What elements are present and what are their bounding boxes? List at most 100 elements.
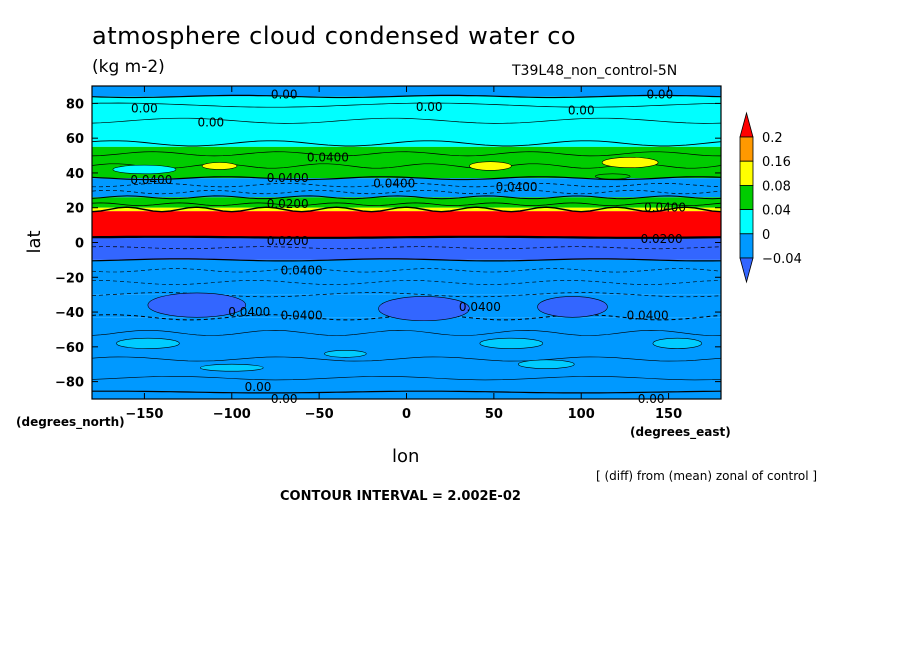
y-tick-label-2: 40 [66,167,84,182]
x-tick-label-2: −50 [305,407,334,422]
contour-label-11: 0.0400 [644,201,686,215]
contour-line-14 [91,258,722,262]
y-tick-label-6: −40 [55,306,84,321]
y-tick-label-4: 0 [75,237,84,252]
cloud-blob-13 [518,359,575,369]
colorbar-label-5: −0.04 [762,252,802,267]
contour-label-21: 0.00 [271,392,298,406]
cloud-blob-8 [116,337,180,349]
contour-line-0 [91,94,722,99]
colorbar-bottom-arrow [739,257,754,284]
cloud-blob-1 [469,161,512,171]
contour-label-18: 0.0400 [459,300,501,314]
contour-label-10: 0.0400 [267,171,309,185]
y-axis-label: lat [24,230,45,253]
colorbar-segment-3 [739,184,754,210]
contour-interval: CONTOUR INTERVAL = 2.002E-02 [280,489,521,504]
x-tick-label-1: −100 [213,407,251,422]
contour-line-3 [91,140,722,147]
colorbar-segment-1 [739,136,754,162]
contour-line-1 [91,102,722,108]
x-tick-label-0: −150 [125,407,163,422]
contour-label-14: 0.0200 [641,232,683,246]
lat-band-5 [92,207,721,212]
contour-label-1: 0.00 [197,116,224,130]
contour-line-21 [91,376,722,381]
contour-line-15 [91,268,722,273]
lat-band-8 [92,259,721,295]
contour-label-5: 0.00 [646,88,673,102]
cloud-blob-3 [594,173,631,180]
colorbar-label-4: 0 [762,228,770,243]
cloud-blob-9 [324,350,367,358]
contour-line-8 [91,189,722,195]
cloud-blob-10 [479,337,544,349]
lat-band-4 [92,197,721,208]
contour-label-4: 0.00 [568,103,595,117]
cloud-blob-2 [601,156,659,169]
units-label: (kg m-2) [92,57,165,77]
contour-label-12: 0.0200 [267,197,309,211]
colorbar-top-arrow [739,111,754,138]
x-unit-label: (degrees_east) [630,425,731,439]
run-label: T39L48_non_control-5N [512,63,678,79]
contour-line-12 [91,235,722,239]
contour-label-2: 0.00 [271,88,298,102]
colorbar-label-2: 0.08 [762,179,791,194]
contour-label-15: 0.0400 [281,263,323,277]
colorbar-segment-5 [739,233,754,259]
colorbar-label-0: 0.2 [762,131,783,146]
y-tick-label-1: 60 [66,132,84,147]
chart-title: atmosphere cloud condensed water co [92,22,577,50]
x-tick-label-6: 150 [655,407,682,422]
colorbar-label-1: 0.16 [762,155,791,170]
colorbar-segment-2 [739,160,754,186]
cloud-blob-0 [201,162,238,170]
contour-line-6 [91,176,722,181]
contour-line-7 [92,183,722,188]
y-tick-label-8: −80 [55,376,84,391]
contour-label-8: 0.0400 [373,176,415,190]
lat-band-6 [92,211,721,238]
cloud-blob-6 [378,296,470,322]
contour-line-19 [91,329,722,336]
cloud-blob-4 [112,164,177,175]
lat-band-7 [92,237,721,260]
x-tick-label-3: 0 [402,407,411,422]
contour-label-7: 0.0400 [130,173,172,187]
contour-label-17: 0.0400 [281,309,323,323]
contour-line-2 [91,117,722,124]
lat-band-3 [92,178,721,198]
contour-line-9 [91,195,722,200]
x-axis-label: lon [392,446,420,467]
contour-label-13: 0.0200 [267,234,309,248]
contour-line-10 [91,202,722,207]
contour-line-22 [92,390,722,394]
contour-label-19: 0.0400 [627,309,669,323]
cloud-blob-12 [200,363,264,372]
lat-band-1 [92,96,721,147]
contour-label-6: 0.0400 [307,150,349,164]
contour-line-16 [92,280,722,285]
diff-note: [ (diff) from (mean) zonal of control ] [596,469,818,483]
y-tick-label-0: 80 [66,97,84,112]
y-tick-label-5: −20 [55,271,84,286]
x-tick-label-4: 50 [485,407,503,422]
contour-label-22: 0.00 [638,392,665,406]
contour-label-0: 0.00 [131,102,158,116]
contour-label-3: 0.00 [416,100,443,114]
colorbar-label-3: 0.04 [762,204,791,219]
y-tick-label-7: −60 [55,341,84,356]
y-tick-label-3: 20 [66,202,84,217]
contour-line-20 [91,356,722,362]
contour-label-9: 0.0400 [496,180,538,194]
contour-line-11 [91,206,722,213]
contour-line-4 [91,151,722,157]
cloud-blob-11 [652,337,703,349]
contour-label-16: 0.0400 [228,305,270,319]
colorbar-segment-4 [739,209,754,235]
x-tick-label-5: 100 [568,407,595,422]
cloud-blob-7 [537,296,608,318]
y-unit-label: (degrees_north) [16,415,125,429]
